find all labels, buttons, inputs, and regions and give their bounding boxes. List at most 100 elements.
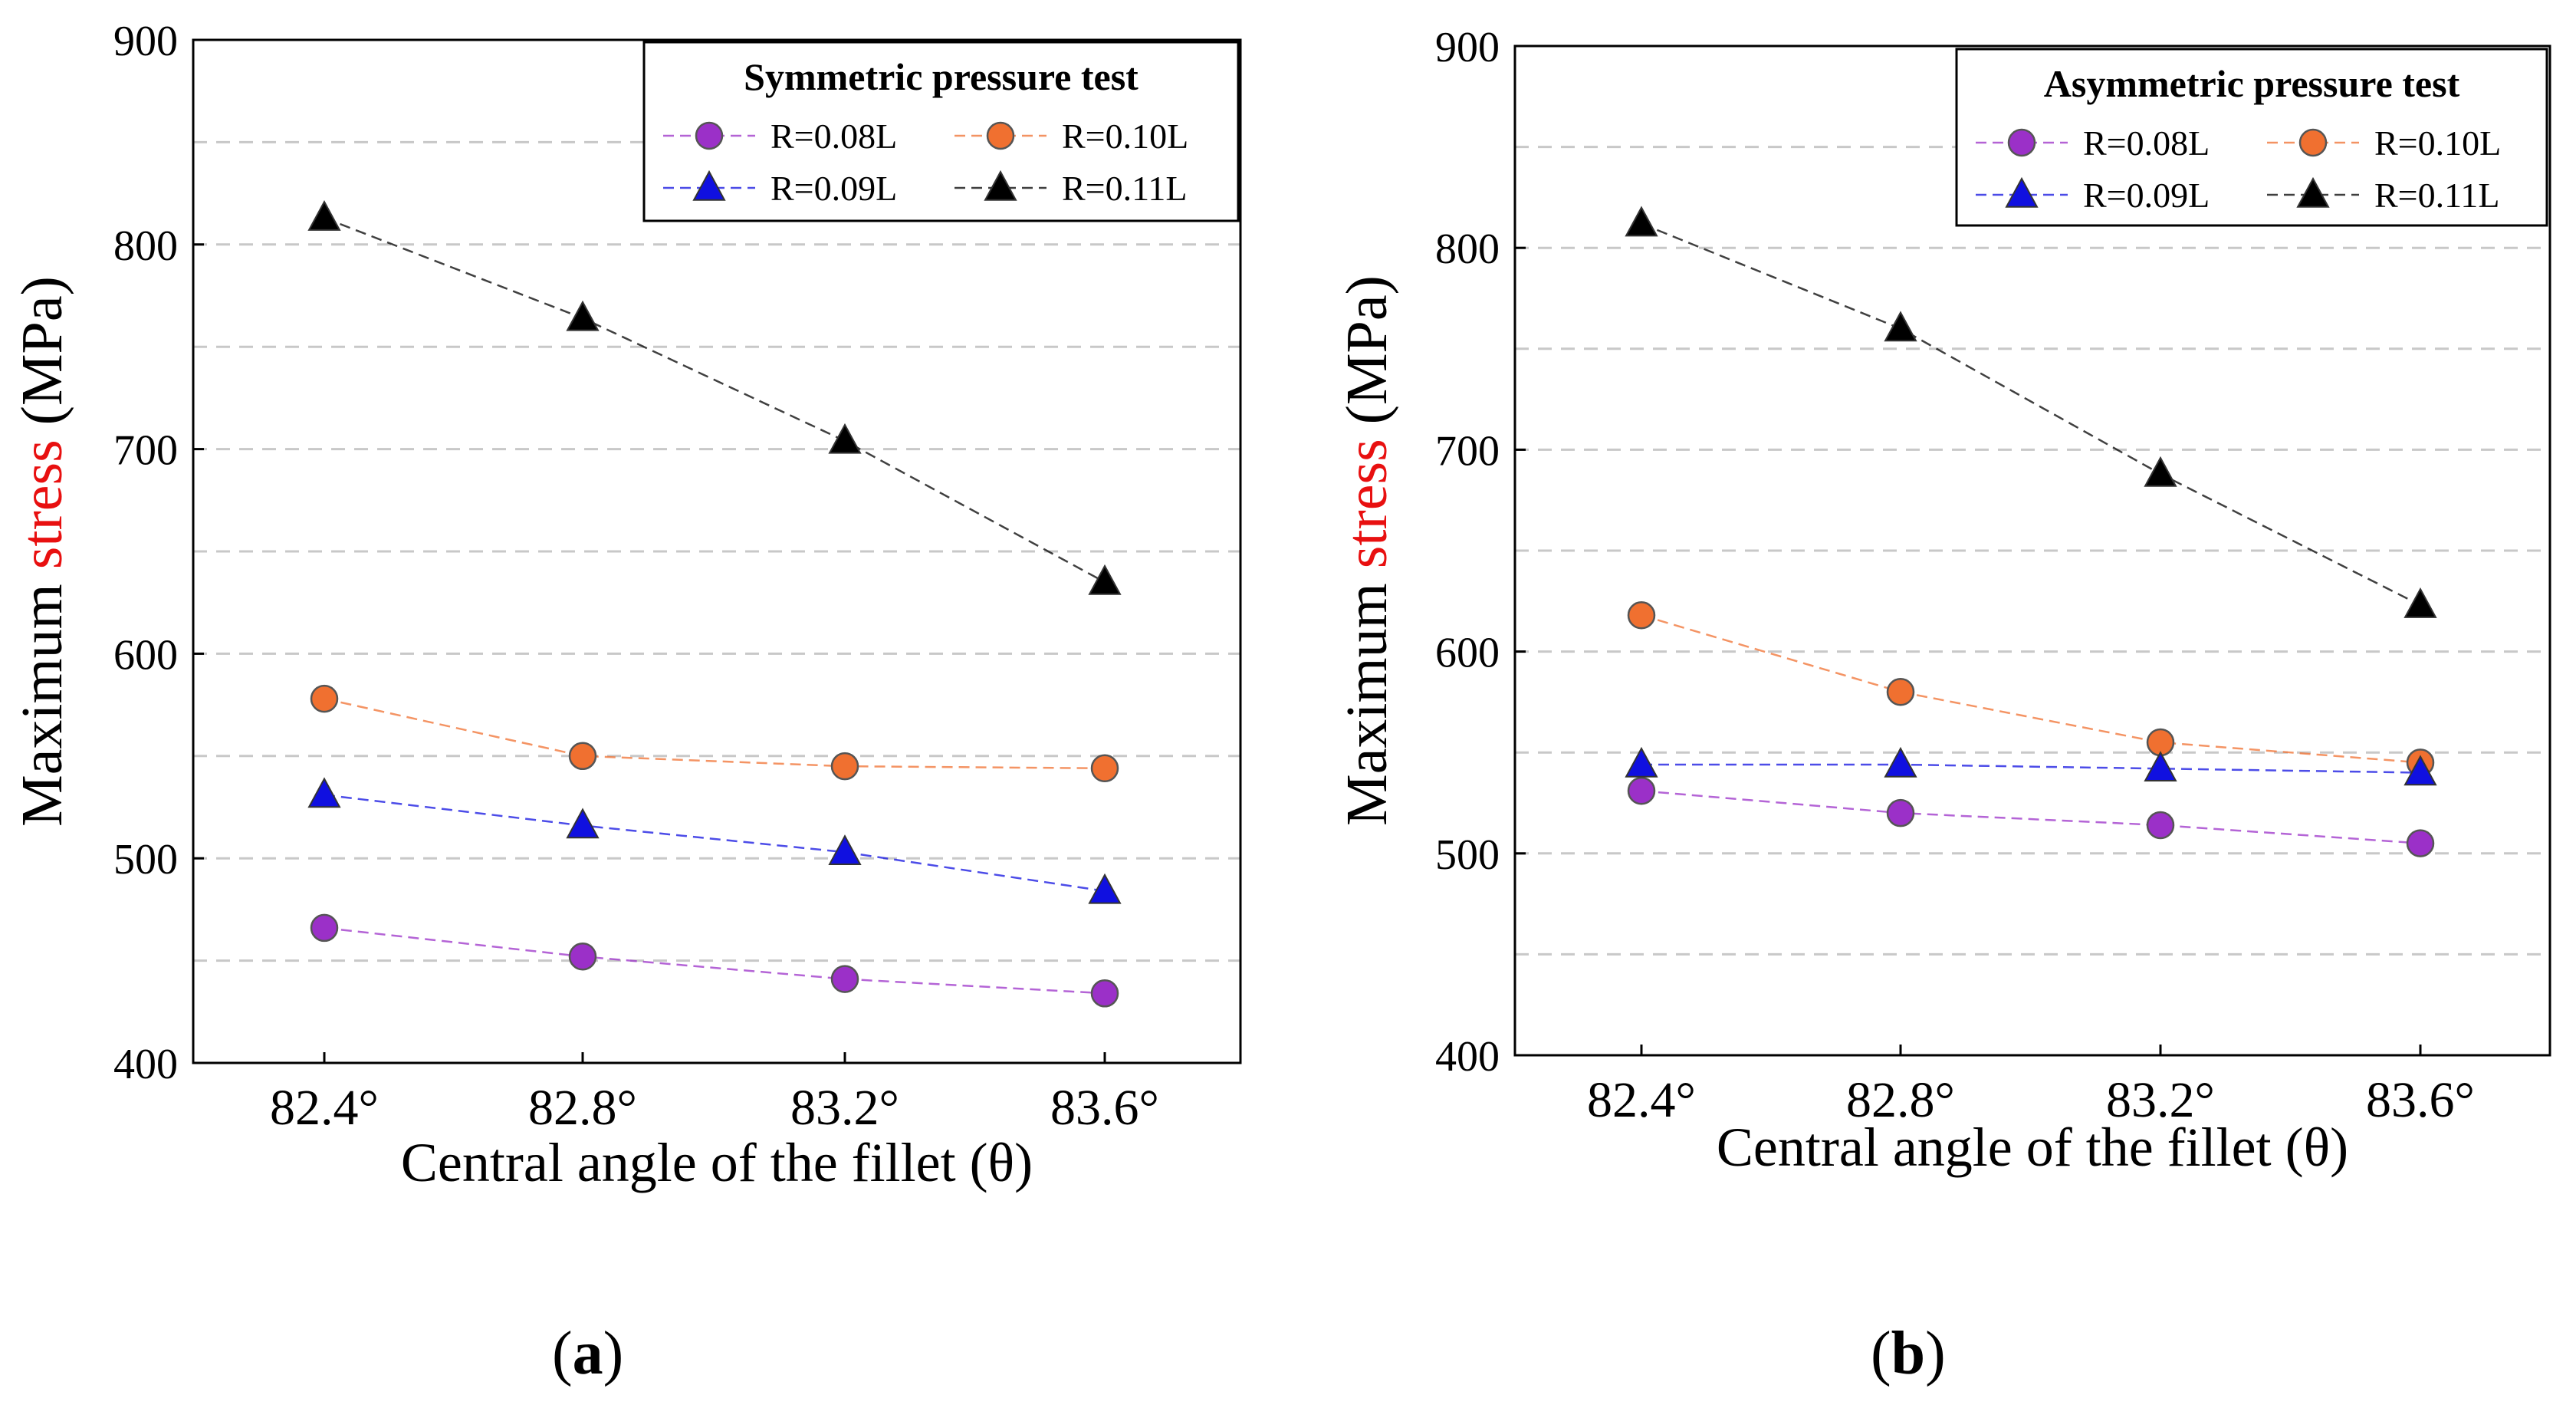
data-point: [2146, 811, 2175, 840]
caption-a: (a): [552, 1320, 624, 1387]
legend-entry: R=0.11L: [955, 169, 1188, 208]
legend-label: R=0.08L: [2083, 123, 2210, 163]
legend-title: Symmetric pressure test: [744, 55, 1138, 98]
y-tick-label: 800: [113, 222, 178, 270]
y-tick-label: 600: [1435, 630, 1500, 677]
series-R=0.10L: [1627, 600, 2435, 777]
legend-box: [1955, 48, 2548, 227]
legend-entry: R=0.10L: [2267, 123, 2501, 163]
legend-label: R=0.09L: [770, 169, 897, 208]
data-point: [828, 834, 862, 865]
series-R=0.10L: [310, 684, 1119, 783]
series-R=0.11L: [307, 200, 1122, 595]
series-line: [1641, 614, 2421, 764]
x-tick-label: 83.2°: [2106, 1072, 2215, 1128]
series-line: [324, 697, 1106, 770]
data-point: [1884, 746, 1917, 778]
plot-frame: [192, 38, 1242, 1064]
legend-label: R=0.10L: [2374, 123, 2501, 163]
data-point: [1090, 979, 1119, 1008]
y-axis-label: Maximum stress (MPa): [10, 276, 74, 827]
y-axis-label-part: stress: [1335, 439, 1399, 568]
data-point: [310, 913, 339, 943]
legend-label: R=0.11L: [1062, 169, 1188, 208]
x-tick-label: 82.8°: [1846, 1072, 1955, 1128]
x-axis-label: Central angle of the fillet (θ): [1717, 1117, 2348, 1178]
legend-marker: [2007, 128, 2036, 157]
y-axis-label-part: stress: [10, 439, 74, 569]
series-line: [324, 794, 1106, 893]
y-tick-label: 500: [1435, 831, 1500, 879]
data-point: [1088, 873, 1122, 904]
x-axis-label: Central angle of the fillet (θ): [401, 1132, 1033, 1193]
data-point: [828, 423, 862, 454]
data-point: [830, 965, 859, 993]
y-axis-label-part: Maximum: [10, 569, 74, 827]
data-point: [1886, 677, 1915, 706]
x-tick-label: 83.6°: [1050, 1080, 1159, 1136]
data-point: [568, 742, 597, 771]
data-point: [310, 684, 339, 713]
data-point: [1627, 776, 1656, 805]
legend-marker: [2298, 128, 2328, 157]
x-tick-label: 83.6°: [2366, 1072, 2475, 1128]
data-point: [1625, 746, 1658, 778]
x-tick-label: 82.4°: [270, 1080, 379, 1136]
legend-entry: R=0.08L: [663, 117, 897, 156]
data-point: [2404, 755, 2437, 786]
y-tick-label: 400: [1435, 1033, 1500, 1081]
data-point: [307, 777, 341, 808]
legend-marker: [986, 121, 1015, 150]
chart-b: 400 500 600 700 800 900 82.4° 82.8° 83.2° 83.6° Ce…: [1335, 24, 2551, 1178]
y-tick-label: 900: [113, 18, 178, 65]
data-point: [2404, 587, 2437, 618]
legend: Symmetric pressure test R=0.08L R=0.10L R=0…: [642, 41, 1240, 222]
data-point: [568, 943, 597, 971]
series-line: [1641, 222, 2421, 607]
series-line: [324, 926, 1106, 995]
x-tick-label: 82.4°: [1587, 1072, 1696, 1128]
legend-title: Asymmetric pressure test: [2044, 62, 2460, 105]
series-line: [324, 216, 1106, 584]
legend-marker: [984, 169, 1017, 201]
legend-entry: R=0.08L: [1976, 123, 2210, 163]
chart-a: 400 500 600 700 800 900 82.4° 82.8° 83.2° 83.6° Ce…: [10, 18, 1242, 1193]
data-point: [307, 200, 341, 231]
legend-marker: [2296, 176, 2330, 208]
plot-frame: [1513, 44, 2551, 1057]
data-point: [2144, 751, 2177, 782]
y-axis-label-part: (MPa): [10, 276, 74, 439]
data-point: [1884, 311, 1917, 342]
legend-entry: R=0.11L: [2267, 176, 2500, 215]
legend-box: [642, 41, 1240, 222]
legend-label: R=0.11L: [2374, 176, 2500, 215]
series-R=0.08L: [310, 913, 1119, 1008]
y-tick-label: 500: [113, 836, 178, 883]
y-tick-label: 900: [1435, 24, 1500, 71]
data-point: [566, 300, 600, 331]
data-point: [1627, 600, 1656, 630]
series-R=0.09L: [1625, 746, 2437, 786]
y-tick-label: 800: [1435, 225, 1500, 273]
series-R=0.11L: [1625, 206, 2437, 618]
data-point: [830, 752, 859, 781]
y-tick-label: 700: [1435, 427, 1500, 475]
y-axis-label-part: (MPa): [1335, 275, 1399, 439]
x-tick-label: 83.2°: [790, 1080, 899, 1136]
legend-marker: [692, 169, 726, 201]
legend-entry: R=0.09L: [1976, 176, 2210, 215]
y-tick-label: 600: [113, 631, 178, 679]
data-point: [1088, 564, 1122, 595]
series-R=0.08L: [1627, 776, 2435, 857]
data-point: [566, 808, 600, 839]
data-point: [2144, 456, 2177, 487]
legend-entry: R=0.10L: [955, 117, 1188, 156]
y-axis-label-part: Maximum: [1335, 568, 1399, 826]
data-point: [1886, 798, 1915, 827]
x-tick-label: 82.8°: [528, 1080, 637, 1136]
legend-label: R=0.10L: [1062, 117, 1188, 156]
y-tick-label: 400: [113, 1041, 178, 1088]
legend-entry: R=0.09L: [663, 169, 897, 208]
series-R=0.09L: [307, 777, 1122, 904]
